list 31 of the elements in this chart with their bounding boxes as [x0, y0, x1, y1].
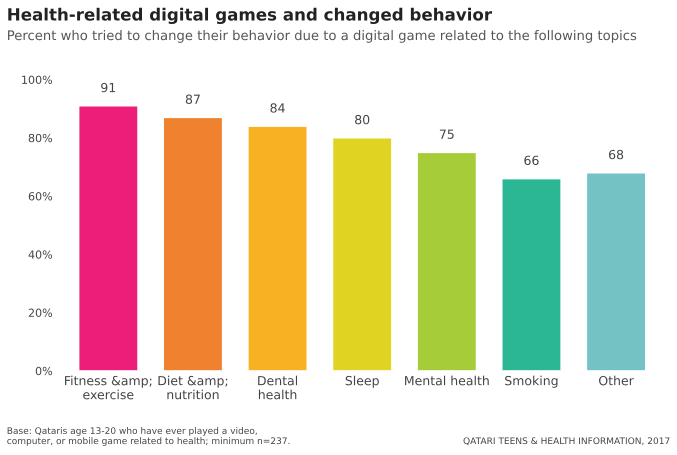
- text: QATARI TEENS & HEALTH INFORMATION, 2017: [464, 437, 670, 446]
- x-tick-label: Other: [599, 376, 634, 386]
- bar: [586, 172, 646, 371]
- y-tick-label: 80%: [28, 134, 52, 142]
- y-tick-label: 100%: [22, 76, 52, 84]
- chart-title: Health-related digital games and changed behavior: [8, 8, 492, 24]
- chart-subtitle: Percent who tried to change their behavior due to a digital game related to the following topics: [8, 30, 636, 43]
- bar: [162, 116, 224, 371]
- text: Base: Qataris age 13-20 who have ever played a video, computer, or mobile game related to health; minimum n=237.: [7, 427, 290, 446]
- data-label: 80: [355, 114, 370, 124]
- data-label: 87: [186, 94, 200, 104]
- x-tick-label: Mental health: [405, 376, 489, 386]
- data-label: 66: [524, 156, 539, 166]
- x-tick-label: Smoking: [505, 376, 558, 388]
- x-tick-label: Dental health: [258, 376, 298, 400]
- bar: [332, 137, 393, 371]
- data-label: 75: [440, 130, 454, 139]
- y-tick-label: 40%: [28, 250, 52, 259]
- bar: [78, 105, 139, 371]
- y-tick-label: 20%: [28, 308, 52, 317]
- data-label: 84: [270, 103, 285, 113]
- x-tick-label: Fitness &amp; exercise: [65, 376, 152, 400]
- y-tick-label: 60%: [28, 192, 52, 200]
- y-tick-label: 0%: [36, 366, 52, 376]
- x-tick-label: Sleep: [346, 376, 379, 388]
- data-label: 91: [101, 82, 116, 92]
- bar: [416, 152, 478, 371]
- x-tick-label: Diet &amp; nutrition: [158, 376, 228, 400]
- data-label: 68: [608, 150, 624, 160]
- bar: [247, 126, 308, 371]
- bar: [501, 178, 562, 371]
